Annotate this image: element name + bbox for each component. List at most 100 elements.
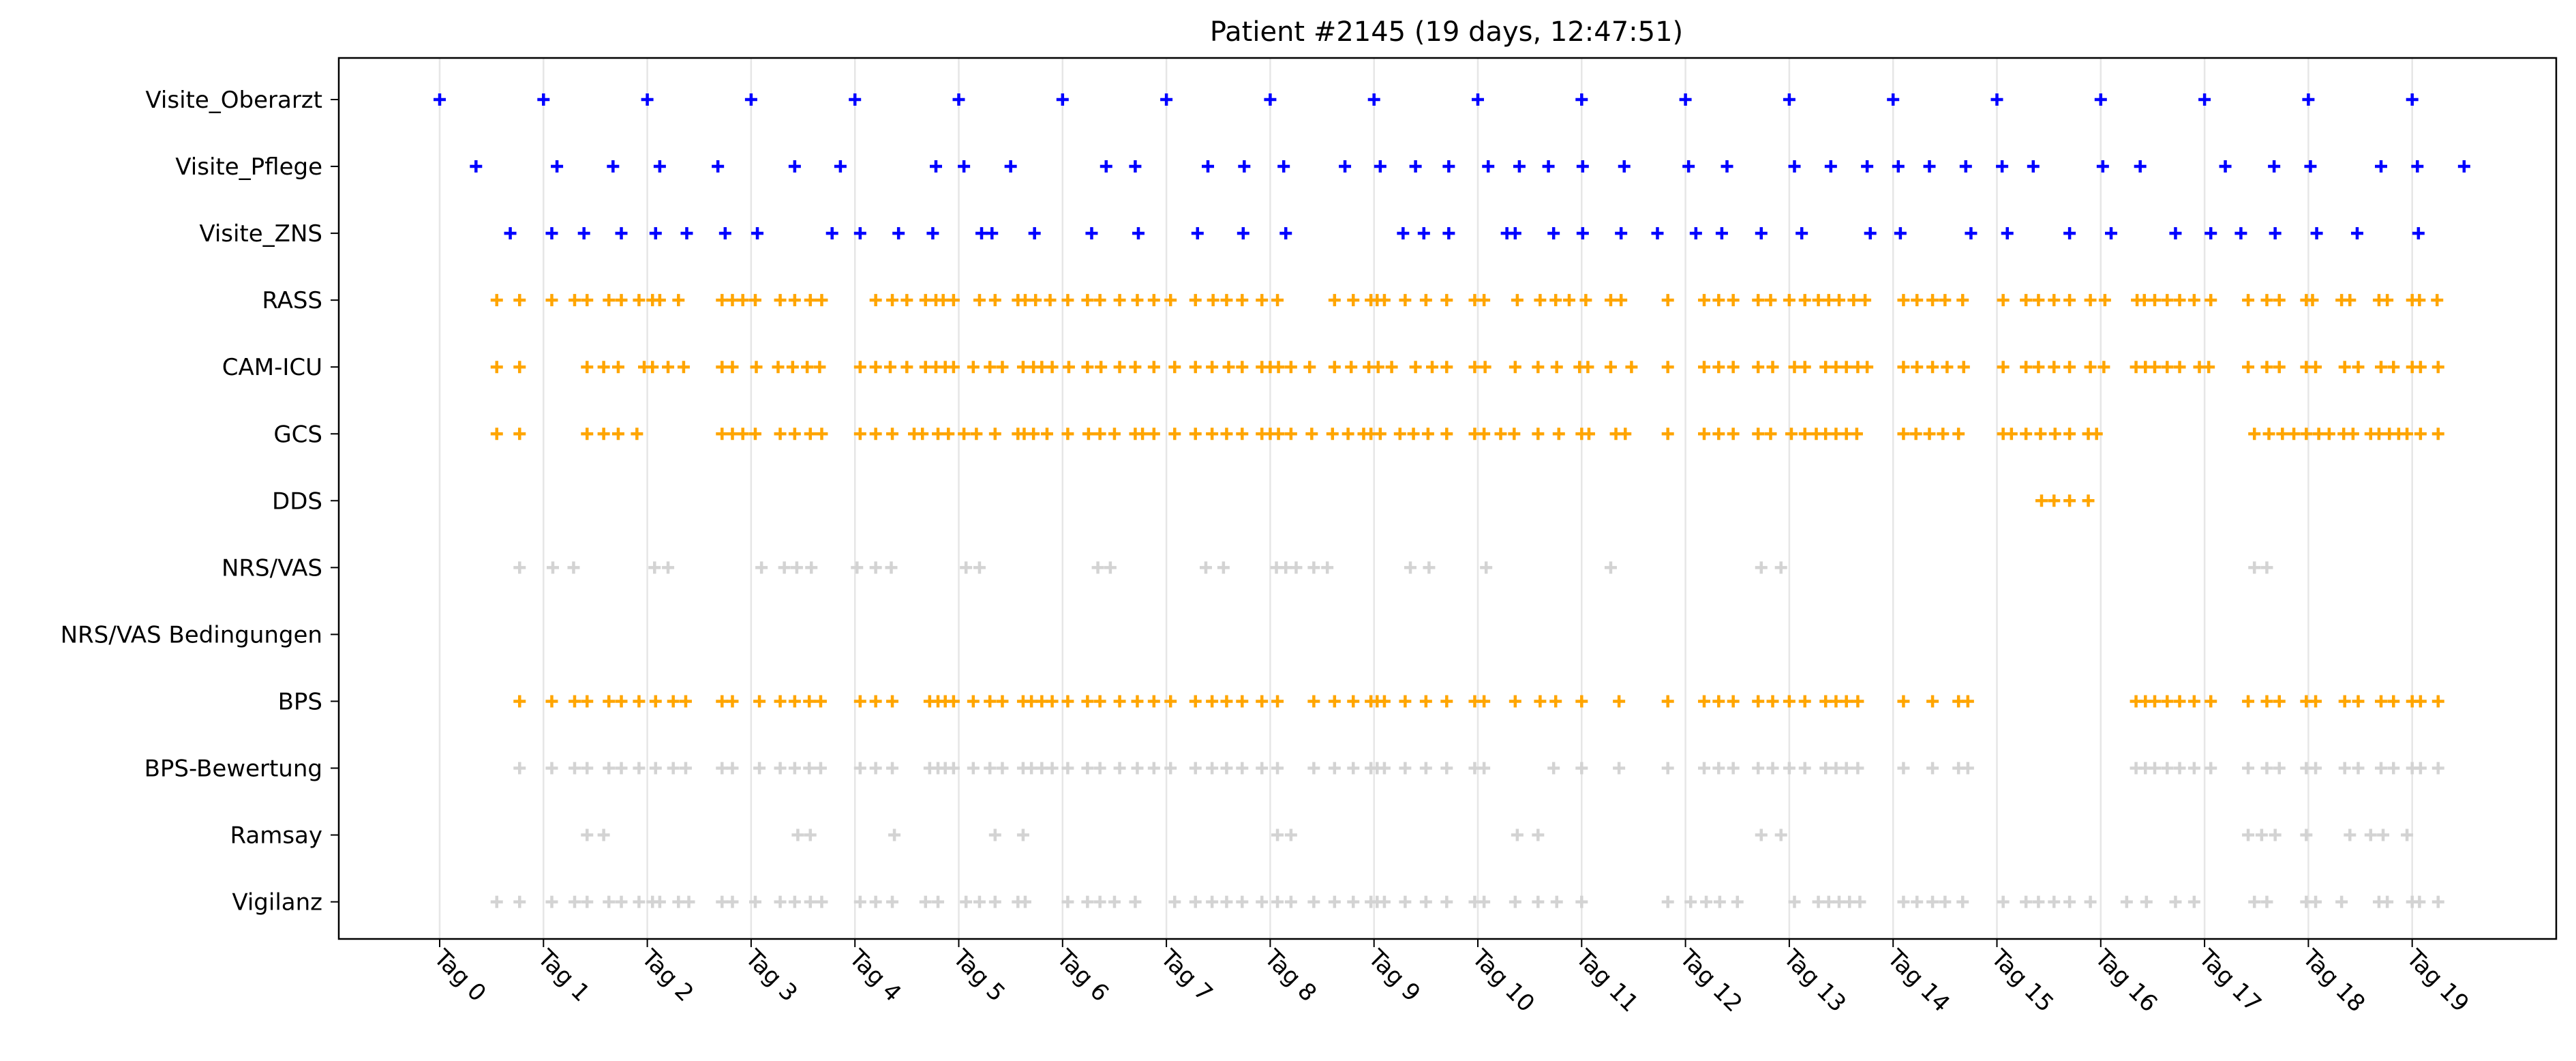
data-point — [1990, 93, 2003, 106]
data-point — [2413, 294, 2426, 307]
data-point — [581, 294, 594, 307]
data-point — [1046, 762, 1059, 775]
data-point — [682, 895, 695, 908]
data-point — [1480, 561, 1493, 574]
y-tick-label: CAM-ICU — [222, 354, 322, 381]
y-tick-label: Visite_Pflege — [175, 153, 322, 181]
data-point — [603, 762, 616, 775]
data-point — [1684, 895, 1697, 908]
data-point — [1407, 428, 1420, 440]
data-point — [1478, 294, 1491, 307]
data-point — [1236, 294, 1249, 307]
data-point — [869, 695, 882, 708]
data-point — [2387, 695, 2400, 708]
data-point — [1727, 762, 1740, 775]
data-point — [2377, 828, 2390, 841]
data-point — [2344, 828, 2357, 841]
data-point — [1347, 762, 1360, 775]
data-point — [581, 361, 594, 374]
data-point — [1508, 428, 1521, 440]
data-point — [932, 428, 945, 440]
data-point — [2204, 227, 2217, 240]
data-point — [2269, 828, 2282, 841]
data-point — [2288, 428, 2301, 440]
data-point — [2098, 294, 2111, 307]
data-point — [641, 93, 654, 106]
data-point — [1661, 762, 1674, 775]
data-point — [1689, 227, 1702, 240]
data-point — [2309, 762, 2322, 775]
data-point — [1028, 227, 1041, 240]
data-point — [1378, 695, 1391, 708]
data-point — [1727, 361, 1740, 374]
data-point — [1788, 361, 1801, 374]
data-point — [892, 227, 905, 240]
data-point — [611, 428, 624, 440]
data-point — [1478, 428, 1491, 440]
data-point — [774, 895, 787, 908]
data-point — [1824, 160, 1837, 173]
data-point — [2169, 227, 2182, 240]
data-point — [1613, 762, 1626, 775]
data-point — [2346, 428, 2359, 440]
data-point — [988, 828, 1001, 841]
data-point — [2338, 762, 2351, 775]
data-point — [1752, 361, 1765, 374]
data-point — [1727, 428, 1740, 440]
data-point — [1712, 294, 1725, 307]
data-point — [603, 895, 616, 908]
data-point — [1509, 895, 1521, 908]
data-point — [1532, 428, 1545, 440]
data-point — [1442, 227, 1455, 240]
data-point — [1698, 695, 1711, 708]
data-point — [788, 294, 801, 307]
data-point — [970, 428, 983, 440]
data-point — [1661, 695, 1674, 708]
data-point — [1307, 561, 1320, 574]
data-point — [607, 160, 620, 173]
data-point — [513, 294, 526, 307]
data-point — [1798, 428, 1811, 440]
data-point — [2242, 695, 2255, 708]
data-point — [1095, 361, 1108, 374]
data-point — [1147, 361, 1160, 374]
data-point — [1129, 160, 1142, 173]
data-point — [888, 828, 901, 841]
data-point — [1822, 895, 1835, 908]
data-point — [2048, 294, 2061, 307]
data-point — [986, 227, 999, 240]
data-point — [2161, 294, 2174, 307]
data-point — [603, 294, 616, 307]
data-point — [1812, 294, 1825, 307]
data-point — [1397, 227, 1410, 240]
data-point — [1399, 895, 1412, 908]
data-point — [1615, 227, 1628, 240]
data-point — [2204, 762, 2217, 775]
data-point — [597, 828, 610, 841]
data-point — [648, 561, 661, 574]
data-point — [2161, 762, 2174, 775]
data-point — [1284, 895, 1297, 908]
data-point — [672, 294, 685, 307]
data-point — [1378, 762, 1391, 775]
data-point — [1046, 695, 1059, 708]
data-point — [2248, 428, 2261, 440]
data-point — [504, 227, 517, 240]
data-point — [1819, 695, 1832, 708]
data-point — [1328, 762, 1341, 775]
data-point — [490, 361, 503, 374]
data-point — [726, 695, 739, 708]
data-point — [2242, 294, 2255, 307]
data-point — [2262, 428, 2275, 440]
data-point — [1959, 160, 1972, 173]
data-point — [490, 294, 503, 307]
data-point — [1256, 294, 1269, 307]
series-vigilanz — [490, 895, 2444, 908]
data-point — [1897, 294, 1910, 307]
data-point — [1752, 762, 1765, 775]
data-point — [1016, 828, 1029, 841]
data-point — [2401, 828, 2414, 841]
data-point — [947, 695, 960, 708]
data-point — [960, 561, 973, 574]
data-point — [1440, 895, 1453, 908]
